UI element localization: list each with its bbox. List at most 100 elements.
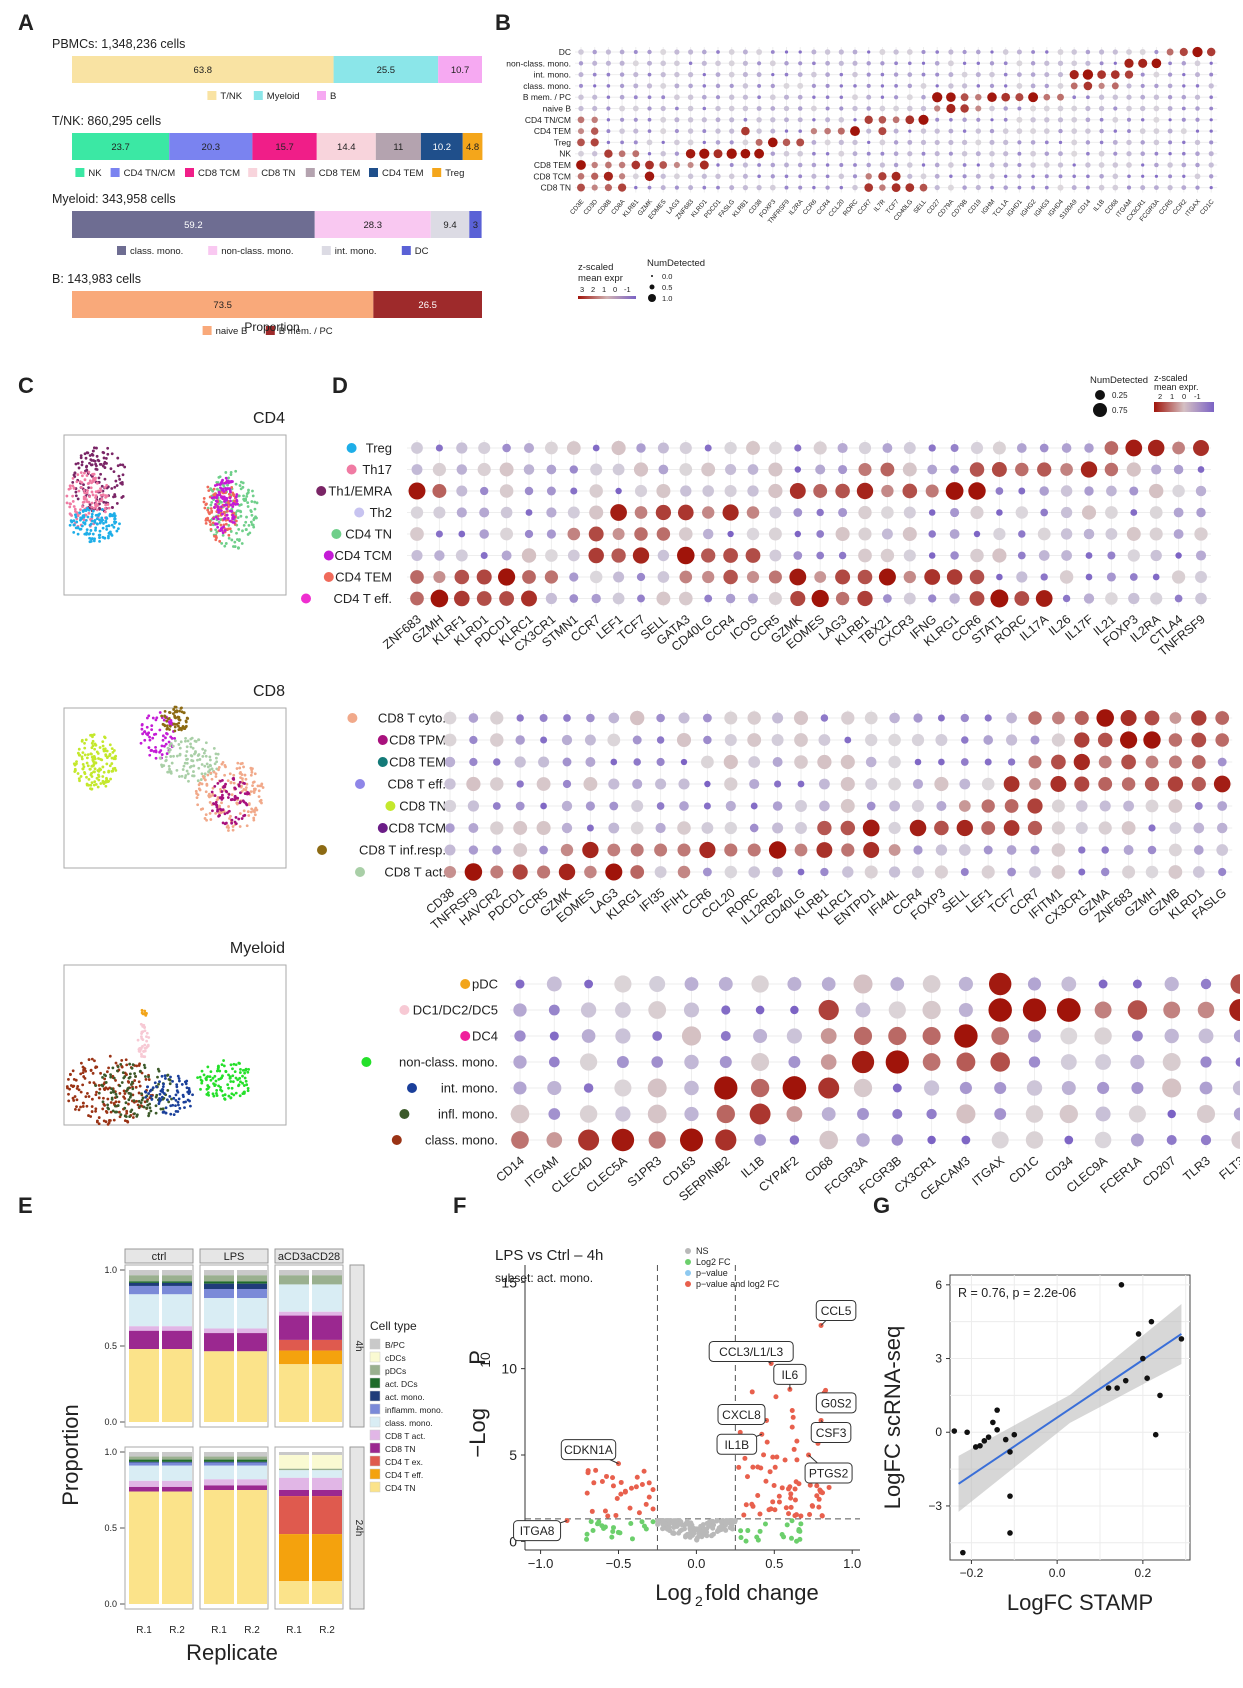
x-tick-label: R.2 [169,1625,185,1636]
volcano-point [617,1530,623,1536]
dot-mark [1167,184,1173,191]
dot-mark [1209,174,1214,179]
umap-point [200,763,204,766]
dot-mark [1004,799,1019,813]
umap-point [213,1083,217,1087]
legend-label: Log2 FC [696,1257,731,1267]
umap-point [185,761,189,765]
umap-point [143,1055,147,1059]
dot-mark [755,1005,765,1015]
bar-segment [237,1281,267,1284]
umap-point [146,1103,150,1107]
legend-label: CD8 TN [261,168,295,179]
umap-point [171,744,175,748]
dot-mark [1017,162,1022,168]
umap-point [217,766,221,769]
dot-mark [549,1031,559,1041]
dot-mark [811,105,817,112]
umap-point [209,507,213,510]
legend-swatch [317,91,326,100]
dot-mark [680,758,688,766]
bar-value-label: 10.2 [433,142,452,153]
dot-mark [797,72,803,77]
row-label: DC1/DC2/DC5 [413,1003,498,1018]
dot-mark [1145,755,1159,769]
dot-mark [1017,174,1022,179]
umap-point [99,782,103,785]
dot-mark [660,82,667,89]
row-label: CD4 TCM [334,548,392,563]
dot-mark [962,163,967,167]
dot-mark [813,441,827,455]
umap-point [78,511,82,515]
dot-mark [1051,843,1066,857]
umap-point [232,773,236,777]
dot-mark [866,162,871,168]
umap-point [186,757,189,761]
dot-mark [821,977,836,991]
bar-value-label: 73.5 [213,300,232,311]
umap-point [98,507,102,511]
bar-segment [279,1455,309,1469]
umap-point [151,736,155,740]
dot-mark [645,160,654,170]
bar-segment [312,1496,342,1535]
umap-point [110,1087,113,1091]
dot-mark [825,95,830,99]
dot-mark [1126,162,1132,168]
dot-mark [515,979,525,989]
umap-point [206,508,210,512]
bar-segment [469,211,482,238]
dot-mark [702,713,712,723]
dot-mark [1030,72,1036,77]
umap-point [222,525,225,529]
dot-mark [715,72,721,77]
umap-point [224,471,228,474]
dot-mark [921,61,926,65]
legend-title: NumDetected [1090,375,1148,386]
dot-mark [1051,821,1065,835]
umap-point [239,791,242,795]
dot-mark [812,95,816,99]
dot-mark [852,105,858,112]
umap-point [210,790,214,794]
gene-label: IL1B [724,1438,749,1452]
dot-mark [1191,755,1206,769]
umap-point [79,508,82,512]
dot-mark [1071,128,1078,134]
bar-segment [312,1490,342,1497]
column-label: S1PR3 [625,1154,664,1190]
dot-mark [679,527,693,541]
dot-mark [976,117,981,122]
row-label: CD8 TN [540,183,571,193]
dot-mark [892,1108,903,1120]
dot-mark [1098,777,1113,791]
dot-mark [1208,83,1214,89]
umap-point [113,515,117,518]
umap-point [177,724,180,728]
dot-mark [797,780,805,788]
umap-point [103,736,107,740]
dot-mark [1071,139,1078,146]
dot-mark [632,735,642,745]
umap-point [107,531,111,535]
column-label: CD8B [596,198,613,216]
bar-segment [279,1470,309,1478]
umap-point [132,1099,136,1103]
dot-mark [818,999,839,1021]
dot-mark [981,777,995,791]
dot-mark [513,1081,527,1095]
volcano-point [584,1536,590,1542]
dot-mark [864,711,878,725]
dot-mark [524,486,534,496]
dot-mark [618,173,626,180]
dot-mark [1058,128,1063,134]
dot-mark [1209,118,1213,122]
dot-mark [674,129,679,134]
umap-point [212,506,216,509]
legend-label: T/NK [220,91,242,102]
dot-mark [1104,441,1119,455]
dot-mark [458,530,466,538]
dot-mark [1043,162,1050,168]
legend-label: inflamm. mono. [385,1405,443,1415]
